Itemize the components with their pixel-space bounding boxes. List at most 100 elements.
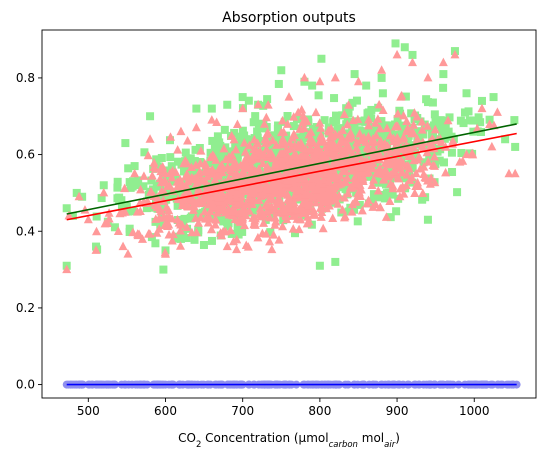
data-point xyxy=(410,188,420,198)
data-point xyxy=(501,135,510,144)
data-point xyxy=(117,202,126,211)
data-point xyxy=(263,100,273,109)
data-point xyxy=(353,76,363,86)
data-point xyxy=(163,221,173,231)
data-point xyxy=(343,142,353,151)
data-point xyxy=(395,106,404,115)
data-point xyxy=(311,197,321,207)
data-point xyxy=(186,195,196,204)
data-point xyxy=(258,158,268,168)
data-point xyxy=(100,218,110,228)
data-point xyxy=(270,204,280,213)
data-point xyxy=(407,109,416,118)
data-point xyxy=(263,185,273,194)
data-point xyxy=(263,95,272,104)
data-point xyxy=(267,244,277,254)
data-point xyxy=(330,173,340,183)
x-tick-label: 900 xyxy=(386,404,409,418)
data-point xyxy=(312,149,322,159)
data-point xyxy=(419,158,428,167)
data-point xyxy=(254,119,263,128)
data-point xyxy=(231,144,241,154)
data-point xyxy=(422,147,432,157)
data-point xyxy=(189,174,199,184)
data-point xyxy=(130,168,140,178)
data-point xyxy=(462,89,471,98)
data-point xyxy=(429,121,438,130)
data-point xyxy=(376,145,385,154)
data-point xyxy=(135,206,145,216)
data-point xyxy=(140,148,149,157)
data-point xyxy=(175,241,185,250)
data-point xyxy=(428,160,438,170)
data-point xyxy=(118,241,128,251)
data-point xyxy=(121,139,130,148)
data-point xyxy=(270,180,280,190)
data-point xyxy=(288,211,298,220)
data-point xyxy=(286,204,296,213)
data-point xyxy=(241,210,251,220)
trend-line xyxy=(66,132,517,221)
data-point xyxy=(146,112,155,121)
data-point xyxy=(344,109,353,118)
data-point xyxy=(245,163,255,173)
data-point xyxy=(384,188,393,197)
data-point xyxy=(476,118,485,127)
data-point xyxy=(190,235,199,244)
data-point xyxy=(163,166,172,175)
data-point xyxy=(316,135,326,144)
data-point xyxy=(425,179,435,188)
data-point xyxy=(395,162,405,172)
data-point xyxy=(182,234,191,243)
data-point xyxy=(392,121,402,130)
data-point xyxy=(128,227,138,237)
x-tick-label: 600 xyxy=(154,404,177,418)
data-point xyxy=(318,174,328,184)
data-point xyxy=(374,129,383,138)
data-point xyxy=(99,187,109,197)
data-point xyxy=(422,95,431,104)
data-point xyxy=(261,112,271,122)
data-point xyxy=(273,124,282,133)
data-point xyxy=(92,212,101,221)
data-point xyxy=(110,223,119,232)
data-point xyxy=(178,200,188,210)
data-point xyxy=(369,190,378,199)
data-point xyxy=(429,152,439,161)
data-point xyxy=(224,190,234,199)
data-point xyxy=(149,158,159,167)
data-point xyxy=(160,202,169,211)
data-point xyxy=(243,242,253,251)
data-point xyxy=(244,96,253,105)
data-point xyxy=(400,43,409,52)
data-point xyxy=(374,99,384,109)
data-point xyxy=(247,199,257,209)
data-point xyxy=(262,129,272,138)
data-point xyxy=(316,212,326,221)
data-point xyxy=(139,182,148,191)
data-point xyxy=(123,249,133,258)
data-point xyxy=(259,119,269,128)
data-point xyxy=(347,183,357,192)
data-point xyxy=(395,191,405,201)
data-point xyxy=(365,112,374,121)
data-point xyxy=(206,166,216,175)
data-point xyxy=(399,132,409,141)
data-point xyxy=(231,141,240,150)
data-point xyxy=(375,202,385,212)
data-point xyxy=(219,143,229,153)
data-point xyxy=(240,184,250,194)
data-point xyxy=(99,181,108,190)
data-point xyxy=(164,205,174,215)
data-point xyxy=(472,123,482,133)
data-point xyxy=(249,118,258,127)
data-point xyxy=(417,125,427,134)
data-point xyxy=(324,200,334,210)
data-point xyxy=(378,89,387,98)
data-point xyxy=(458,156,468,165)
data-point xyxy=(308,81,317,90)
data-point xyxy=(438,57,448,67)
data-point xyxy=(144,229,154,238)
data-point xyxy=(487,141,497,151)
data-point xyxy=(358,174,368,183)
